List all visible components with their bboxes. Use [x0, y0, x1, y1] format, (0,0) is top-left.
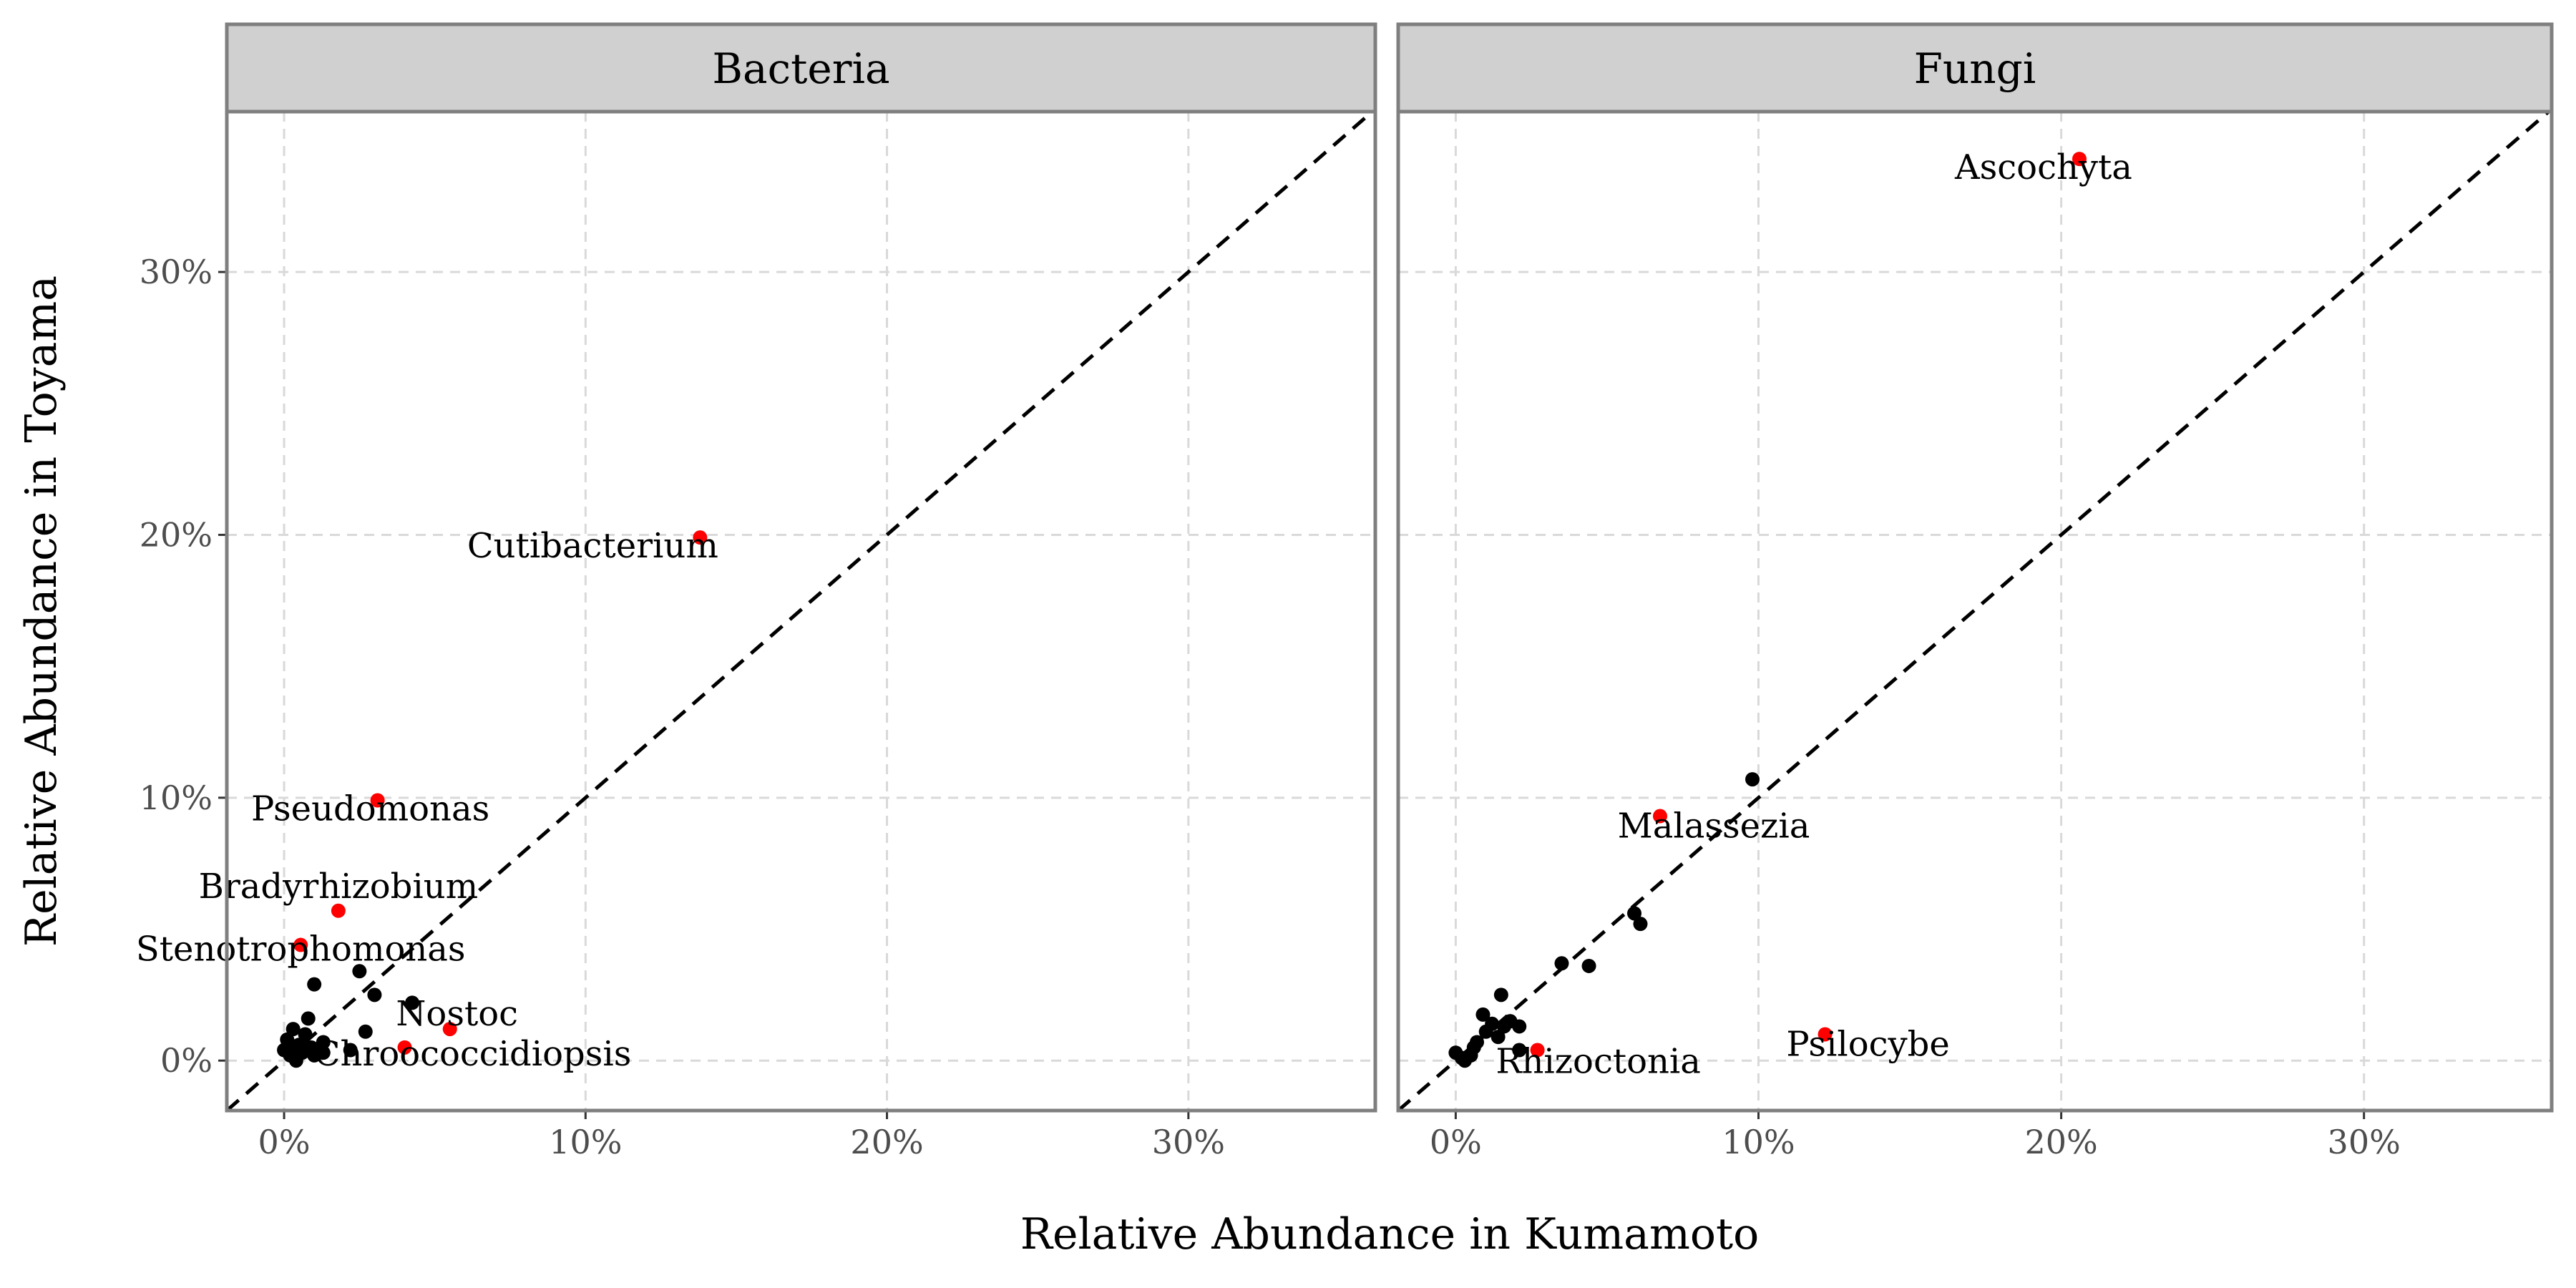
data-point: [1478, 1024, 1493, 1039]
highlight-point: [1652, 809, 1667, 824]
y-tick-label: 30%: [140, 253, 213, 291]
data-point: [1458, 1053, 1473, 1068]
facet-strip-label: Bacteria: [712, 44, 889, 93]
point-label: Cutibacterium: [467, 526, 718, 566]
x-tick-label: 10%: [1722, 1123, 1795, 1161]
highlight-point: [442, 1022, 457, 1037]
x-tick-label: 0%: [258, 1123, 311, 1161]
x-axis-title: Relative Abundance in Kumamoto: [1020, 1209, 1759, 1259]
x-tick-label: 20%: [2024, 1123, 2097, 1161]
facet-strip: [1396, 22, 2554, 114]
data-point: [1470, 1035, 1485, 1050]
data-point: [298, 1027, 313, 1042]
highlight-point: [331, 903, 346, 918]
panel-fungi: Fungi 0% 10% 20% 30% Ascochyta Malassezia Psilo…: [1396, 22, 2554, 1161]
x-tick-label: 30%: [1152, 1123, 1225, 1161]
data-point: [1554, 956, 1569, 971]
identity-line: [225, 110, 1374, 1112]
highlight-point: [1818, 1027, 1833, 1042]
highlight-point: [693, 530, 708, 545]
data-point: [288, 1053, 303, 1068]
x-tick-label: 0%: [1430, 1123, 1482, 1161]
data-point: [1745, 772, 1760, 787]
data-point: [1627, 906, 1642, 921]
highlight-point: [370, 793, 385, 808]
data-point: [1633, 917, 1648, 932]
data-point: [283, 1038, 298, 1053]
highlight-point: [293, 937, 308, 952]
data-point: [286, 1022, 301, 1037]
point-label: Ascochyta: [1954, 147, 2132, 187]
point-label: Pseudomonas: [251, 789, 489, 829]
highlight-point: [2072, 152, 2087, 167]
facet-strip: [225, 22, 1377, 114]
data-point: [1503, 1014, 1518, 1029]
data-point: [367, 987, 382, 1002]
y-axis-title: Relative Abundance in Toyama: [16, 275, 67, 947]
point-label: Nostoc: [396, 994, 518, 1034]
x-tick-label: 10%: [549, 1123, 622, 1161]
highlight-point: [1530, 1043, 1545, 1058]
panel-border: [225, 109, 1377, 1113]
x-tick-label: 20%: [850, 1123, 923, 1161]
point-label: Rhizoctonia: [1496, 1042, 1701, 1082]
x-tick-label: 30%: [2328, 1123, 2401, 1161]
point-label: Psilocybe: [1786, 1024, 1949, 1064]
highlight-point: [397, 1040, 412, 1055]
y-tick-label: 10%: [140, 779, 213, 817]
data-point: [358, 1024, 373, 1039]
data-point: [301, 1011, 316, 1026]
data-point: [1512, 1043, 1527, 1058]
data-point: [1581, 958, 1596, 973]
data-point: [307, 1048, 322, 1063]
data-point: [352, 964, 367, 979]
data-point: [1493, 987, 1508, 1002]
data-point: [316, 1035, 331, 1050]
panel-bacteria: Bacteria 0% 0% 10% 10% 20% 20% 30% 30% Cutibacter…: [136, 22, 1377, 1161]
data-point: [405, 995, 420, 1010]
y-tick-label: 20%: [140, 515, 213, 554]
data-point: [343, 1043, 358, 1058]
point-label: Chroococcidiopsis: [314, 1034, 632, 1074]
facet-strip-label: Fungi: [1914, 44, 2036, 93]
panel-border: [1396, 109, 2554, 1113]
data-point: [1491, 1030, 1506, 1045]
point-label: Malassezia: [1618, 806, 1810, 847]
data-point: [1475, 1007, 1491, 1022]
data-point: [307, 977, 322, 992]
y-tick-label: 0%: [160, 1041, 213, 1080]
point-label: Stenotrophomonas: [136, 930, 466, 970]
point-label: Bradyrhizobium: [199, 867, 479, 907]
identity-line: [1397, 110, 2550, 1112]
